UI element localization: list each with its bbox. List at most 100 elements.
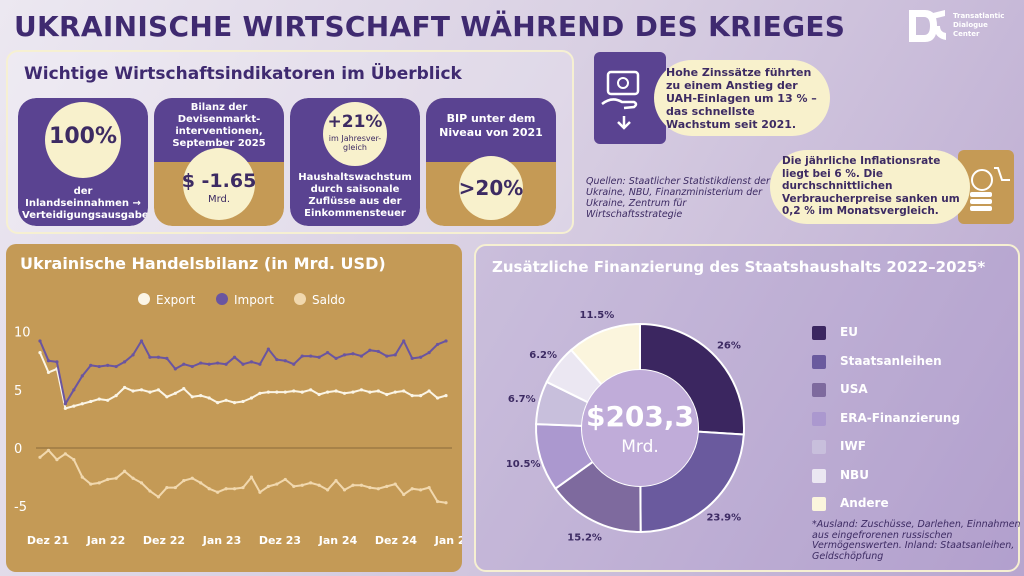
data-point-export [266,390,270,394]
center-unit: Mrd. [621,437,659,457]
data-point-saldo [266,484,270,488]
data-point-import [359,354,364,358]
data-point-import [317,355,321,359]
data-point-export [376,389,380,393]
legend-label: Staatsanleihen [840,353,942,368]
legend-label: ERA-Finanzierung [840,410,961,425]
data-point-export [351,390,355,394]
data-point-saldo [283,477,287,482]
data-point-import [89,363,93,367]
page-title: UKRAINISCHE WIRTSCHAFT WÄHREND DES KRIEG… [14,10,846,43]
card-2-unit: Mrd. [207,194,231,205]
y-tick-label: 5 [14,384,22,399]
data-point-export [199,394,203,398]
data-point-saldo [351,483,355,487]
data-point-export [283,390,287,394]
data-point-export [139,388,144,392]
financing-donut-chart: 26% 23.9% 15.2% 10.5% 6.7% 6.2% 11.5% $203,3 Mrd… [506,310,745,544]
card-3-text: Haushaltswachstum durch saisonale Zuflüs… [298,172,412,219]
indicator-card-budget: +21% im Jahresver-gleich Haushaltswachst… [290,98,420,226]
logo-text: Transatlantic Dialogue Center [953,12,1004,39]
legend-swatch [812,440,826,454]
data-point-import [139,339,144,343]
series-line-saldo [39,449,447,504]
data-point-saldo [139,481,144,485]
card-2-value: $ -1.65 [181,170,257,192]
card-3-sub: im Jahresver-gleich [328,134,382,152]
data-point-import [182,362,186,366]
data-point-saldo [89,482,93,486]
data-point-import [173,367,177,371]
data-point-export [122,385,127,390]
card-1-value: 100% [49,124,117,149]
data-point-import [80,374,84,378]
x-tick-label: Jan 22 [86,534,125,547]
data-point-import [241,362,245,366]
data-point-import [410,356,414,360]
data-point-saldo [393,482,397,486]
data-point-saldo [444,501,448,505]
x-tick-label: Dez 21 [27,534,69,547]
data-point-export [232,401,237,405]
data-point-import [38,339,42,343]
data-point-import [385,354,389,358]
data-point-export [182,387,186,391]
indicators-panel: Wichtige Wirtschaftsindikatoren im Überb… [6,50,574,234]
indicator-card-gdp: BIP unter dem Niveau von 2021 >20% [426,98,556,226]
data-point-import [258,362,262,366]
data-point-import [72,388,76,392]
data-point-export [173,391,177,395]
indicators-title: Wichtige Wirtschaftsindikatoren im Überb… [24,64,462,84]
card-1-background [18,98,148,226]
data-point-saldo [419,488,423,492]
data-point-saldo [249,475,254,479]
logo: Transatlantic Dialogue Center [907,6,1017,46]
data-point-saldo [241,485,245,490]
data-point-export [419,394,423,398]
data-point-export [258,391,262,395]
legend-swatch [812,411,826,426]
data-point-import [427,350,431,355]
data-point-saldo [122,469,127,473]
data-point-export [249,396,254,400]
slice-label: 26% [717,340,741,351]
logo-line-1: Transatlantic [953,12,1005,20]
data-point-import [275,357,279,362]
data-point-import [63,402,67,406]
data-point-export [46,370,51,374]
data-point-saldo [275,482,279,486]
data-point-export [63,406,67,411]
data-point-import [444,339,448,343]
sources-text: Quellen: Staatlicher Statistikdienst der… [586,176,770,220]
data-point-export [385,392,389,397]
data-point-export [224,398,228,402]
data-point-import [46,359,51,363]
data-point-export [300,390,304,394]
data-point-saldo [106,477,110,482]
coins-cart-icon [970,167,1010,211]
data-point-export [38,350,42,355]
trade-balance-panel: 10 5 0 -5 Dez 21 Jan 22 Dez 22 Jan 23 Dez 23 Jan … [6,244,462,572]
card-3-value: +21% [327,112,383,132]
data-point-saldo [97,481,101,485]
data-point-import [393,353,397,357]
data-point-saldo [55,458,59,462]
data-point-import [106,363,110,367]
data-point-saldo [190,476,194,480]
inflation-text: Die jährliche Inflationsrate liegt bei 6… [770,150,970,224]
data-point-saldo [156,495,161,499]
data-point-export [342,391,347,395]
interest-rates-note: Hohe Zinssätze führten zu einem Anstieg … [594,52,834,144]
data-point-saldo [410,487,414,491]
data-point-import [292,362,296,366]
data-point-export [207,396,211,400]
data-point-saldo [427,485,431,490]
logo-mark-icon [909,10,946,42]
legend-label-import: Import [234,293,274,307]
center-value: $203,3 [586,400,694,433]
data-point-export [216,401,220,405]
x-tick-label: Jan 23 [202,534,241,547]
slice-label: 15.2% [567,533,602,544]
data-point-export [402,389,406,393]
data-point-export [368,390,372,394]
